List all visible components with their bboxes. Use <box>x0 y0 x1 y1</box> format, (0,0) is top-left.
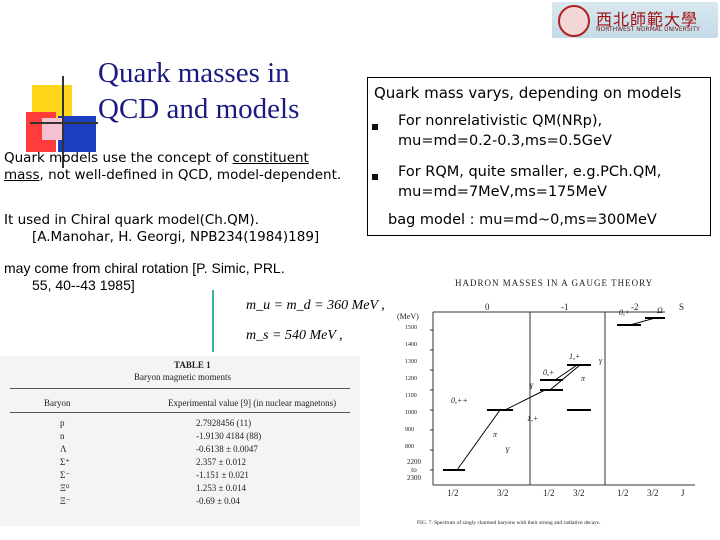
s-label-2: -2 <box>631 302 639 312</box>
table-cell-value: -1.9130 4184 (88) <box>196 431 262 441</box>
level-label: 1,+ <box>527 414 539 423</box>
constituent-mass-link: constituent mass <box>4 150 309 183</box>
seal-icon <box>558 5 590 37</box>
equation-ud: m_u = m_d = 360 MeV , <box>246 298 385 313</box>
s-axis-label: S <box>679 302 685 312</box>
level-label: π <box>581 374 586 383</box>
table-cell-value: 2.7928456 (11) <box>196 418 252 428</box>
x-tick-label: 1/2 <box>447 488 459 498</box>
mev-label: (MeV) <box>397 312 419 321</box>
y-tick-label: 1400 <box>405 342 417 348</box>
table-row: Ξ⁻ -0.69 ± 0.04 <box>0 496 360 509</box>
slide-title: Quark masses in QCD and models <box>98 55 348 127</box>
bag-model: bag model : mu=md~0,ms=300MeV <box>388 212 657 228</box>
level-label: γ <box>599 356 603 365</box>
s-label-0: 0 <box>485 302 490 312</box>
x-tick-label: 1/2 <box>543 488 555 498</box>
y-tick-label: 900 <box>405 427 414 433</box>
magnetic-moments-table: TABLE 1 Baryon magnetic moments Baryon E… <box>0 356 360 526</box>
table-header-value: Experimental value [9] (in nuclear magne… <box>168 398 337 408</box>
paragraph-chiral-quark: It used in Chiral quark model(Ch.QM). [A… <box>4 212 320 245</box>
y-tick-label: 1500 <box>405 325 417 331</box>
figure-title: HADRON MASSES IN A GAUGE THEORY <box>455 278 654 288</box>
bullet-icon <box>372 174 378 180</box>
table-row: Λ -0.6138 ± 0.0047 <box>0 444 360 457</box>
level-label: Ω <box>657 306 663 315</box>
table-row: Σ⁻ -1.151 ± 0.021 <box>0 470 360 483</box>
y-break: 2200 to 2300 <box>407 458 421 482</box>
y-tick-label: 800 <box>405 444 414 450</box>
y-tick-label: 1000 <box>405 410 417 416</box>
table-cell-baryon: p <box>60 418 65 428</box>
paragraph-constituent-mass: Quark models use the concept of constitu… <box>4 150 342 183</box>
s-label-1: -1 <box>561 302 569 312</box>
table-cell-value: -0.69 ± 0.04 <box>196 496 240 506</box>
quark-mass-box: Quark mass varys, depending on models Fo… <box>367 77 711 236</box>
level-label: 0,+ <box>543 368 555 377</box>
logo-subtitle: NORTHWEST NORMAL UNIVERSITY <box>596 26 700 33</box>
title-line-2: QCD and models <box>98 93 300 125</box>
level-label: π <box>493 430 498 439</box>
paragraph-chiral-rotation: may come from chiral rotation [P. Simic,… <box>4 260 285 293</box>
bullet-nrp: For nonrelativistic QM(NRp), <box>398 113 603 129</box>
x-tick-label: 3/2 <box>647 488 659 498</box>
university-logo: 西北師範大學 NORTHWEST NORMAL UNIVERSITY <box>552 2 718 38</box>
table-cell-baryon: Λ <box>60 444 67 454</box>
x-tick-label: 3/2 <box>497 488 509 498</box>
level-label: Y <box>529 382 534 391</box>
table-row: p 2.7928456 (11) <box>0 418 360 431</box>
table-cell-value: -1.151 ± 0.021 <box>196 470 249 480</box>
table-cell-value: 1.253 ± 0.014 <box>196 483 246 493</box>
table-cell-value: 2.357 ± 0.012 <box>196 457 246 467</box>
table-row: Ξ⁰ 1.253 ± 0.014 <box>0 483 360 496</box>
level-label: 0,++ <box>451 396 468 405</box>
y-tick-label: 1300 <box>405 359 417 365</box>
hadron-spectrum-figure: HADRON MASSES IN A GAUGE THEORY <box>395 270 720 532</box>
j-axis-label: J <box>681 488 685 498</box>
bullet-icon <box>372 124 378 130</box>
table-cell-baryon: Σ⁺ <box>60 457 70 467</box>
table-title: TABLE 1 <box>174 360 211 370</box>
table-row: Σ⁺ 2.357 ± 0.012 <box>0 457 360 470</box>
x-tick-label: 1/2 <box>617 488 629 498</box>
level-label: 0,+ <box>619 308 631 317</box>
table-cell-baryon: Ξ⁰ <box>60 483 70 493</box>
mass-equations: m_u = m_d = 360 MeV , m_s = 540 MeV , <box>212 290 385 352</box>
title-line-1: Quark masses in <box>98 57 290 89</box>
bullet-nrp-mass: mu=md=0.2-0.3,ms=0.5GeV <box>398 133 612 149</box>
y-tick-label: 1200 <box>405 376 417 382</box>
table-header-baryon: Baryon <box>44 398 71 408</box>
x-tick-label: 3/2 <box>573 488 585 498</box>
bullet-rqm: For RQM, quite smaller, e.g.PCh.QM, <box>398 164 662 180</box>
bullet-rqm-mass: mu=md=7MeV,ms=175MeV <box>398 184 607 200</box>
equation-s: m_s = 540 MeV , <box>246 328 343 343</box>
figure-caption: FIG. 7. Spectrum of singly charmed baryo… <box>417 520 601 526</box>
logo-name: 西北師範大學 <box>596 10 699 29</box>
y-tick-label: 1100 <box>405 393 417 399</box>
table-cell-value: -0.6138 ± 0.0047 <box>196 444 258 454</box>
table-subtitle: Baryon magnetic moments <box>134 372 231 382</box>
box-heading: Quark mass varys, depending on models <box>374 84 682 102</box>
table-row: n -1.9130 4184 (88) <box>0 431 360 444</box>
table-cell-baryon: Σ⁻ <box>60 470 70 480</box>
table-cell-baryon: n <box>60 431 65 441</box>
horizontal-line <box>30 122 98 124</box>
spectrum-plot <box>430 311 695 486</box>
table-cell-baryon: Ξ⁻ <box>60 496 71 506</box>
level-label: 1,+ <box>569 352 581 361</box>
level-label: Y <box>505 446 510 455</box>
